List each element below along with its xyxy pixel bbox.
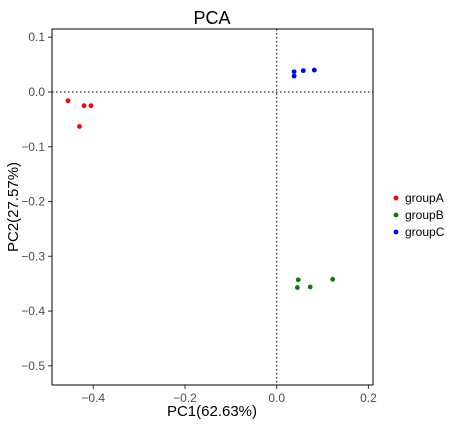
y-tick-label: 0.1 [28, 30, 45, 44]
point-groupC [300, 68, 306, 74]
point-groupC [291, 73, 297, 79]
x-tick-label: −0.2 [173, 391, 197, 405]
x-axis-title: PC1(62.63%) [167, 403, 257, 420]
point-groupA [81, 103, 87, 109]
point-groupB [307, 284, 313, 290]
y-tick-label: −0.1 [21, 140, 45, 154]
legend-label-groupC: groupC [405, 225, 445, 239]
y-tick-label: −0.2 [21, 195, 45, 209]
y-axis: 0.1 0.0 −0.1 −0.2 −0.3 −0.4 −0.5 [21, 30, 52, 373]
legend-key-groupA [393, 195, 399, 201]
point-groupA [88, 103, 94, 109]
legend-key-groupC [393, 229, 399, 235]
chart-title: PCA [193, 8, 230, 28]
data-points [65, 67, 336, 290]
point-groupA [77, 124, 82, 129]
legend: groupA groupB groupC [393, 191, 445, 239]
legend-key-groupB [393, 212, 399, 218]
y-tick-label: −0.5 [21, 359, 45, 373]
y-tick-label: −0.3 [21, 249, 45, 263]
plot-panel [51, 28, 374, 386]
point-groupC [311, 67, 317, 73]
x-tick-label: 0.0 [268, 391, 285, 405]
point-groupA [65, 98, 71, 104]
point-groupC [291, 69, 297, 75]
point-groupB [330, 276, 336, 282]
x-tick-label: 0.2 [360, 391, 377, 405]
x-tick-label: −0.4 [81, 391, 105, 405]
point-groupB [295, 277, 301, 283]
y-tick-label: −0.4 [21, 304, 45, 318]
legend-label-groupA: groupA [405, 191, 444, 205]
y-tick-label: 0.0 [28, 85, 45, 99]
x-axis: −0.4 −0.2 0.0 0.2 [81, 385, 377, 405]
legend-label-groupB: groupB [405, 208, 444, 222]
y-axis-title: PC2(27.57%) [5, 162, 22, 252]
point-groupB [294, 285, 300, 290]
